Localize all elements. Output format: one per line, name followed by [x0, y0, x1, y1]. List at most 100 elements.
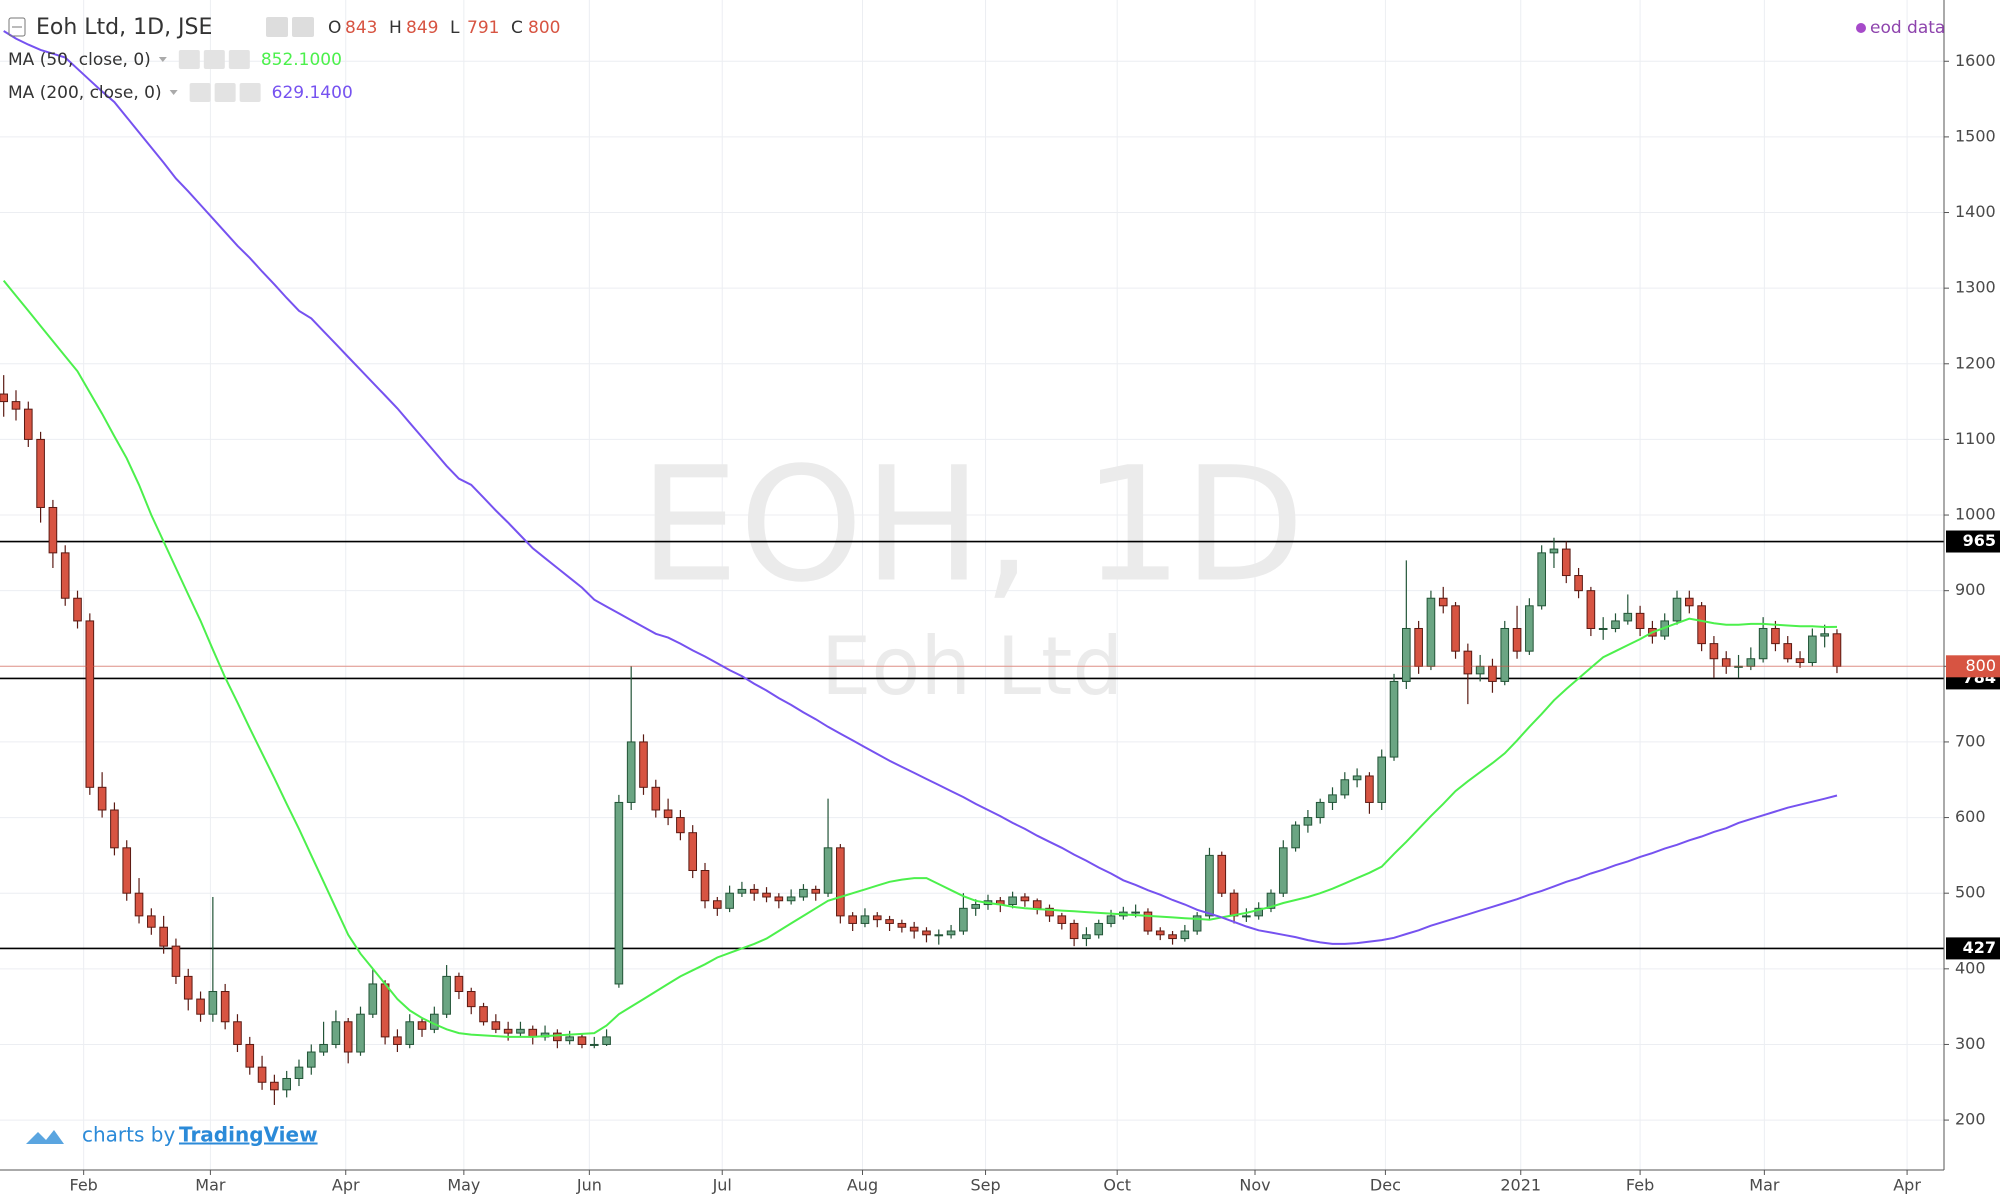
candle-body [1229, 892, 1239, 917]
candle-body [872, 915, 882, 921]
candle-body [270, 1081, 279, 1091]
candle-body [282, 1077, 291, 1091]
candle-body [1352, 775, 1362, 781]
candle-body [1574, 575, 1583, 592]
candle-body [909, 926, 919, 932]
last-price-label: 800 [1965, 656, 1996, 675]
candle-body [368, 983, 378, 1015]
candle-body [823, 847, 833, 894]
candle-body [306, 1051, 316, 1068]
candle-body [1094, 922, 1104, 936]
candle-body [134, 892, 144, 917]
candle-body [85, 620, 95, 788]
candle-body [1266, 892, 1276, 909]
candle-body [1438, 597, 1448, 607]
y-tick-label: 1400 [1955, 202, 1996, 221]
y-tick-label: 500 [1955, 883, 1986, 902]
ohlc-value: 800 [528, 18, 560, 38]
candle-body [602, 1036, 611, 1045]
candle-body [577, 1036, 587, 1045]
legend-menu-arrow[interactable] [169, 90, 178, 95]
candle-body [946, 930, 956, 936]
candle-body [1463, 650, 1473, 675]
ohlc-value: 849 [406, 18, 438, 38]
candle-body [1512, 627, 1522, 652]
tradingview-logo [26, 1130, 64, 1144]
candle-body [479, 1006, 488, 1023]
legend: MA (50, close, 0) 852.1000 MA (200, close,… [8, 50, 353, 103]
y-tick-label: 1500 [1955, 126, 1996, 145]
x-tick-label: Sep [970, 1176, 1000, 1195]
candle-body [1131, 911, 1140, 914]
settings-button[interactable] [292, 17, 314, 37]
candle-body [737, 888, 747, 894]
candle-body [1783, 643, 1793, 660]
candle-body [1155, 930, 1165, 936]
x-tick-label: Mar [195, 1176, 226, 1195]
last-price-box [1946, 655, 2000, 678]
candle-body [1402, 627, 1411, 682]
moving-average-line [3, 30, 1838, 945]
candle-body [1672, 597, 1682, 622]
legend-button[interactable] [178, 50, 200, 69]
legend-button[interactable] [239, 83, 261, 102]
candle-body [393, 1036, 402, 1045]
candle-body [331, 1021, 341, 1045]
candle-body [122, 847, 132, 894]
legend-button[interactable] [203, 50, 225, 69]
axes: 200 300 400 500 600 700 800 900 1000 1100 1200 1300… [70, 51, 2000, 1195]
legend-button[interactable] [228, 50, 250, 69]
candle-body [1451, 605, 1460, 652]
candle-body [848, 915, 857, 924]
candle-body [553, 1032, 562, 1042]
candle-body [1168, 934, 1177, 940]
candle-body [786, 896, 796, 902]
credit-link[interactable]: TradingView [179, 1123, 318, 1147]
y-tick-label: 600 [1955, 807, 1986, 826]
candle-body [110, 809, 119, 849]
candle-body [1820, 633, 1829, 637]
legend-button[interactable] [214, 83, 236, 102]
ohlc-key: C [511, 18, 523, 38]
level-label: 965 [1963, 531, 1996, 550]
source-dot [1856, 23, 1866, 33]
candle-body [417, 1021, 427, 1030]
candle-body [1475, 665, 1485, 675]
moving-average-line [2, 279, 1838, 1038]
candle-body [1106, 915, 1116, 924]
candle-body [774, 896, 784, 902]
candle-body [1771, 627, 1780, 645]
candle-body [183, 975, 193, 1000]
legend-name: MA (50, close, 0) [8, 50, 151, 70]
level-label-box [1946, 530, 2000, 553]
x-tick-label: 2021 [1500, 1176, 1541, 1195]
candle-body [959, 907, 968, 932]
candle-body [1389, 680, 1399, 758]
legend-button[interactable] [189, 83, 211, 102]
candle-body [356, 1013, 365, 1053]
candle-body [885, 919, 894, 924]
candle-body [836, 847, 845, 917]
x-tick-label: Mar [1749, 1176, 1780, 1195]
candle-body [159, 926, 168, 947]
candle-body [725, 892, 734, 909]
candle-body [663, 809, 673, 819]
candle-body [762, 892, 771, 898]
candle-body [1303, 817, 1313, 826]
candle-body [1032, 900, 1042, 909]
credit-prefix: charts by [82, 1123, 175, 1147]
collapse-button[interactable] [8, 17, 26, 37]
candle-body [1795, 658, 1805, 664]
candle-body [147, 915, 156, 928]
legend-name: MA (200, close, 0) [8, 83, 162, 103]
candle-body [1635, 612, 1645, 629]
eye-button[interactable] [266, 17, 288, 37]
x-tick-label: Feb [70, 1176, 98, 1195]
legend-menu-arrow[interactable] [158, 57, 167, 62]
candle-body [1020, 896, 1030, 902]
candle-body [1488, 665, 1497, 682]
source-label: eod data [1870, 18, 1945, 38]
level-label: 427 [1963, 938, 1996, 957]
